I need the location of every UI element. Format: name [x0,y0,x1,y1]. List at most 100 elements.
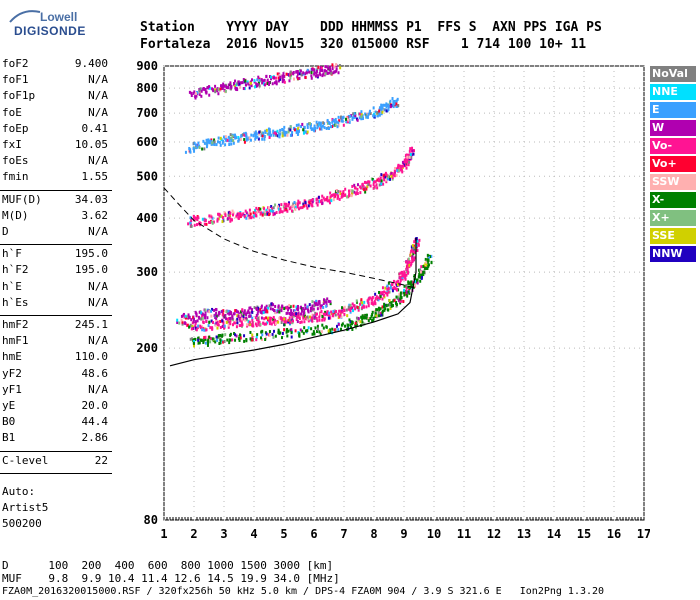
echo-point [394,282,397,286]
echo-point [267,306,270,310]
echo-point [316,303,319,307]
echo-point [422,270,425,274]
echo-point [188,146,191,150]
echo-point [221,313,224,317]
echo-point [412,250,415,254]
echo-point [365,313,368,317]
echo-point [403,284,406,288]
echo-point [225,317,228,321]
echo-point [365,115,368,119]
echo-point [202,139,205,143]
echo-point [204,218,207,222]
echo-point [321,323,324,327]
echo-point [312,331,315,335]
echo-point [241,308,244,312]
echo-point [289,319,292,323]
echo-point [298,313,301,317]
echo-point [399,291,402,295]
echo-point [420,275,423,279]
echo-point [310,71,313,75]
echo-point [295,317,298,321]
param-row: h`F 195.0 [2,247,108,263]
echo-point [282,317,285,321]
echo-point [386,293,389,297]
echo-point [272,129,275,133]
echo-point [349,320,352,324]
echo-point [337,115,340,119]
echo-point [380,179,383,183]
echo-point [307,326,310,330]
y-tick-label: 800 [136,81,158,95]
echo-point [201,328,204,332]
echo-point [402,164,405,168]
echo-point [195,94,198,98]
echo-point [239,212,242,216]
echo-point [380,182,383,186]
echo-point [189,216,192,220]
echo-point [366,299,369,303]
echo-point [338,64,341,68]
echo-point [411,254,414,258]
echo-point [321,74,324,78]
echo-point [394,301,397,305]
echo-point [286,209,289,213]
param-name: h`F2 [2,263,29,277]
param-value: N/A [88,225,108,238]
echo-point [332,312,335,316]
echo-point [309,309,312,313]
echo-point [353,112,356,116]
echo-point [265,128,268,132]
echo-point [243,133,246,137]
echo-point [213,140,216,144]
echo-point [240,310,243,314]
param-name: fxI [2,138,22,151]
echo-point [308,70,311,74]
echo-point [414,248,417,252]
echo-point [374,309,377,313]
echo-point [237,314,240,318]
param-row: foEp 0.41 [2,122,108,138]
echo-point [193,223,196,227]
echo-point [297,123,300,127]
echo-point [314,74,317,78]
echo-point [176,321,179,325]
echo-point [355,316,358,320]
echo-point [257,321,260,325]
echo-point [392,102,395,106]
echo-point [279,207,282,211]
echo-point [192,326,195,330]
echo-point [197,341,200,345]
echo-point [407,280,410,284]
echo-point [249,322,252,326]
echo-point [216,322,219,326]
echo-point [180,318,183,322]
echo-point [297,199,300,203]
echo-point [224,213,227,217]
param-value: N/A [88,105,108,119]
echo-point [369,317,372,321]
echo-point [255,338,258,342]
echo-point [391,282,394,286]
echo-point [295,312,298,316]
param-name: h`Es [2,295,29,309]
echo-point [239,313,242,317]
echo-point [314,326,317,330]
echo-point [409,251,412,255]
echo-point [266,210,269,214]
echo-point [262,131,265,135]
echo-point [413,283,416,287]
echo-point [352,309,355,313]
echo-point [349,310,352,314]
param-separator [0,315,112,316]
echo-point [330,312,333,316]
echo-point [186,315,189,319]
echo-point [289,76,292,80]
echo-point [248,86,251,90]
echo-point [210,319,213,323]
echo-point [311,300,314,304]
param-name: B1 [2,431,16,445]
echo-point [210,314,213,318]
echo-point [402,290,405,294]
param-name: M(D) [2,208,29,222]
echo-point [264,129,267,133]
